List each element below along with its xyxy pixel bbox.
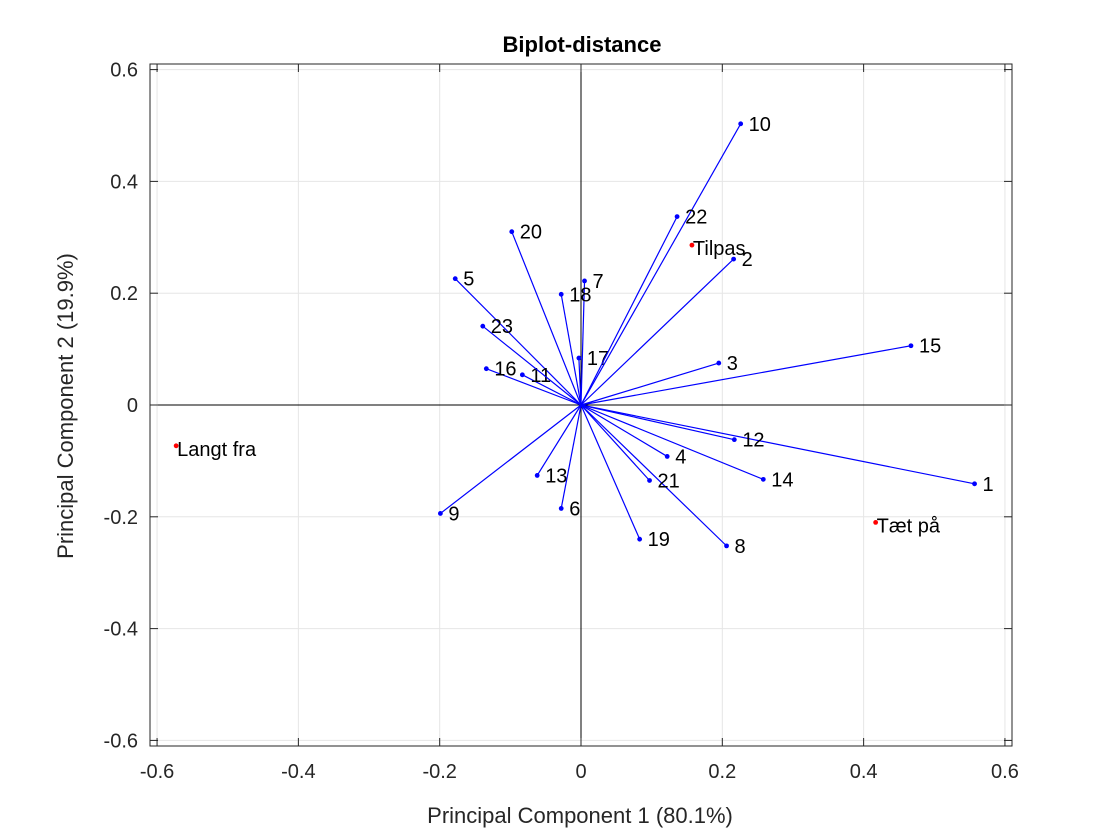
vector-line-23 xyxy=(482,325,582,406)
score-label-2: Tæt på xyxy=(877,515,941,537)
x-tick-label: 0.4 xyxy=(850,761,878,783)
vector-point-11 xyxy=(519,372,525,378)
vector-point-3 xyxy=(716,360,722,366)
x-tick-label: 0 xyxy=(575,761,586,783)
vector-line-7 xyxy=(580,280,586,406)
vector-point-15 xyxy=(908,343,914,349)
vector-point-19 xyxy=(637,536,643,542)
vector-label-10: 10 xyxy=(749,114,771,136)
vector-label-22: 22 xyxy=(685,207,707,229)
vector-line-16 xyxy=(486,368,582,406)
vector-point-9 xyxy=(437,511,443,516)
vector-point-7 xyxy=(582,278,587,284)
vector-point-10 xyxy=(738,121,744,127)
vector-line-17 xyxy=(578,358,582,406)
vector-point-17 xyxy=(576,355,582,361)
x-axis-label: Principal Component 1 (80.1%) xyxy=(427,803,733,828)
vector-point-13 xyxy=(534,473,540,478)
x-tick-label: -0.2 xyxy=(422,761,456,783)
x-tick-label: 0.2 xyxy=(708,761,736,783)
vector-point-2 xyxy=(731,256,737,262)
vector-label-3: 3 xyxy=(727,353,738,375)
vector-line-22 xyxy=(580,216,678,406)
scores-layer: Langt fra Tilpas Tæt på xyxy=(173,238,941,537)
vector-point-22 xyxy=(674,214,680,220)
vector-line-5 xyxy=(454,278,582,406)
vector-point-14 xyxy=(760,476,766,482)
vector-line-1 xyxy=(580,404,975,485)
vector-label-1: 1 xyxy=(983,474,994,496)
vector-point-21 xyxy=(647,478,652,483)
vector-label-21: 21 xyxy=(658,470,680,492)
vector-label-4: 4 xyxy=(675,446,686,468)
vector-line-12 xyxy=(580,404,735,441)
vector-point-20 xyxy=(509,229,515,235)
vector-label-9: 9 xyxy=(448,503,459,525)
y-tick-label: 0 xyxy=(127,395,138,417)
vector-line-2 xyxy=(580,258,735,406)
vector-label-18: 18 xyxy=(569,284,591,306)
vector-label-13: 13 xyxy=(545,465,567,487)
vector-line-3 xyxy=(580,362,719,406)
score-point-1 xyxy=(689,242,695,248)
vector-label-16: 16 xyxy=(494,359,516,381)
vector-point-4 xyxy=(664,454,670,459)
vector-label-17: 17 xyxy=(587,348,609,370)
vector-label-14: 14 xyxy=(771,469,793,491)
x-tick-label: -0.6 xyxy=(140,761,174,783)
vector-label-12: 12 xyxy=(742,430,764,452)
score-point-0 xyxy=(173,443,179,449)
vector-line-13 xyxy=(536,404,582,476)
vector-label-7: 7 xyxy=(593,271,604,293)
vector-label-6: 6 xyxy=(569,498,580,520)
vector-point-5 xyxy=(452,276,458,282)
vector-line-15 xyxy=(580,345,912,406)
vector-point-6 xyxy=(558,506,564,511)
chart-title: Biplot-distance xyxy=(503,32,662,57)
vector-point-23 xyxy=(480,323,486,329)
vector-label-20: 20 xyxy=(520,222,542,244)
vector-label-11: 11 xyxy=(530,365,551,387)
vector-label-5: 5 xyxy=(463,269,474,291)
y-tick-label: -0.2 xyxy=(104,507,138,529)
vector-line-8 xyxy=(580,404,727,547)
score-label-0: Langt fra xyxy=(177,439,257,461)
x-tick-label: 0.6 xyxy=(991,761,1019,783)
vector-line-19 xyxy=(580,404,641,540)
vector-line-18 xyxy=(560,294,582,406)
vector-point-8 xyxy=(724,543,729,549)
vector-label-2: 2 xyxy=(742,249,753,271)
vector-line-14 xyxy=(580,404,764,480)
ticks-layer: -0.6 -0.4 -0.2 0 0.2 0.4 0.6 -0.6 -0.4 -0.2 0 0.2 0.… xyxy=(104,60,1019,783)
vector-line-11 xyxy=(522,374,582,406)
vector-line-20 xyxy=(511,231,582,406)
vector-line-10 xyxy=(580,123,742,406)
vector-label-19: 19 xyxy=(648,529,670,551)
vector-line-21 xyxy=(580,404,650,481)
vector-label-8: 8 xyxy=(735,536,746,558)
y-tick-label: -0.6 xyxy=(104,730,138,752)
vector-label-15: 15 xyxy=(919,336,941,358)
vector-point-18 xyxy=(558,291,564,297)
x-tick-label: -0.4 xyxy=(281,761,315,783)
y-tick-label: 0.2 xyxy=(110,283,138,305)
vector-point-1 xyxy=(972,481,977,487)
score-label-1: Tilpas xyxy=(693,238,746,260)
vector-line-6 xyxy=(560,404,582,509)
score-point-2 xyxy=(873,519,879,525)
vector-label-23: 23 xyxy=(491,316,513,338)
vector-line-4 xyxy=(580,404,668,457)
vector-line-9 xyxy=(440,404,582,514)
vector-point-16 xyxy=(483,366,489,372)
y-tick-label: -0.4 xyxy=(104,619,138,641)
y-tick-label: 0.6 xyxy=(110,60,138,82)
vector-point-12 xyxy=(731,437,737,443)
y-axis-label: Principal Component 2 (19.9%) xyxy=(53,253,78,559)
y-tick-label: 0.4 xyxy=(110,171,138,193)
